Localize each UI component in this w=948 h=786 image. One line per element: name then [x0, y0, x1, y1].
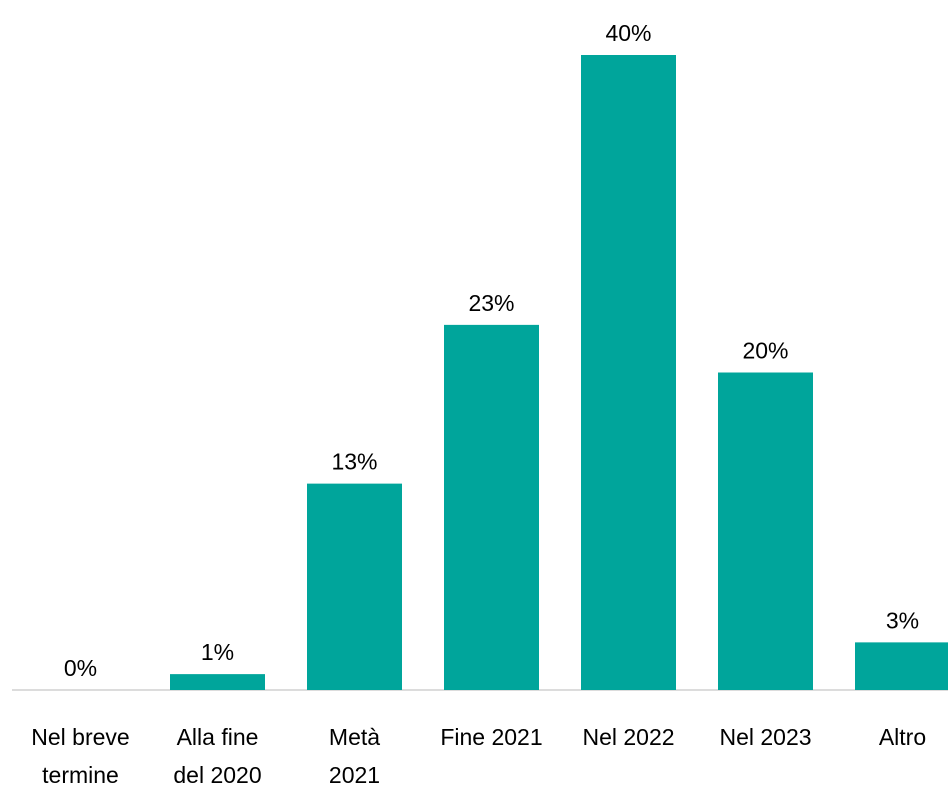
bar	[307, 483, 402, 690]
value-label: 13%	[331, 449, 377, 475]
value-label: 0%	[64, 655, 97, 681]
x-tick-label: Nel 2023	[719, 724, 812, 750]
x-tick-label: Metà 2021	[328, 724, 381, 786]
value-label: 40%	[605, 20, 651, 46]
bar	[581, 55, 676, 690]
bar	[170, 674, 265, 690]
x-tick-label: Fine 2021	[440, 724, 543, 750]
x-tick-label: Alla fine del 2020	[173, 724, 262, 786]
x-tick-label: Altro	[878, 724, 927, 750]
bar	[855, 642, 948, 690]
x-tick-label: Nel breve termine	[31, 724, 130, 786]
bar	[718, 372, 813, 690]
value-label: 23%	[468, 290, 514, 316]
value-label: 20%	[742, 338, 788, 364]
bar	[444, 324, 539, 690]
value-label: 3%	[886, 607, 919, 633]
x-tick-label: Nel 2022	[582, 724, 675, 750]
value-label: 1%	[201, 639, 234, 665]
